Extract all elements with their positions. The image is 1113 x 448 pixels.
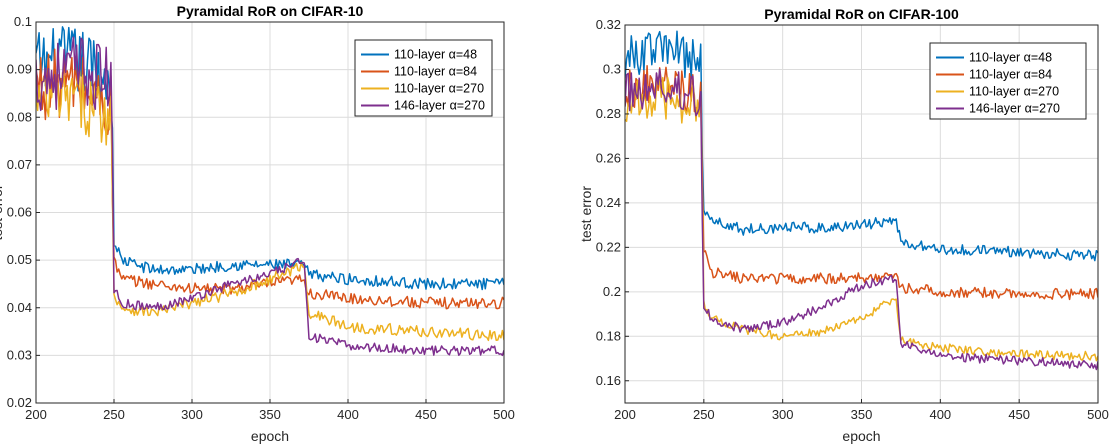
y-tick-label: 0.07 bbox=[7, 157, 32, 172]
y-tick-label: 0.02 bbox=[7, 395, 32, 410]
x-tick-label: 450 bbox=[415, 407, 437, 422]
y-tick-label: 0.26 bbox=[596, 150, 621, 165]
x-tick-label: 450 bbox=[1008, 407, 1030, 422]
x-axis-label: epoch bbox=[251, 428, 289, 444]
y-tick-label: 0.06 bbox=[7, 205, 32, 220]
legend: 110-layer α=48 110-layer α=84 110-layer α=… bbox=[930, 43, 1086, 119]
y-tick-label: 0.05 bbox=[7, 252, 32, 267]
chart-1: 200 250 300 350 400 450 5000.020.030.040.050.0… bbox=[0, 3, 515, 444]
chart-title: Pyramidal RoR on CIFAR-10 bbox=[177, 3, 364, 19]
x-tick-label: 350 bbox=[259, 407, 281, 422]
x-tick-label: 400 bbox=[337, 407, 359, 422]
y-axis-label: test error bbox=[0, 184, 5, 240]
chart-title: Pyramidal RoR on CIFAR-100 bbox=[764, 6, 959, 22]
legend-entry: 146-layer α=270 bbox=[394, 99, 485, 113]
y-tick-label: 0.08 bbox=[7, 109, 32, 124]
legend-entry: 110-layer α=48 bbox=[394, 48, 477, 62]
legend-entry: 110-layer α=84 bbox=[394, 65, 477, 79]
y-tick-label: 0.16 bbox=[596, 373, 621, 388]
x-tick-label: 300 bbox=[181, 407, 203, 422]
x-tick-label: 500 bbox=[1087, 407, 1109, 422]
y-tick-label: 0.03 bbox=[7, 347, 32, 362]
y-tick-label: 0.1 bbox=[14, 14, 32, 29]
y-tick-label: 0.18 bbox=[596, 328, 621, 343]
y-tick-label: 0.09 bbox=[7, 62, 32, 77]
legend-entry: 110-layer α=48 bbox=[969, 51, 1052, 65]
legend-entry: 110-layer α=84 bbox=[969, 68, 1052, 82]
legend: 110-layer α=48 110-layer α=84 110-layer α=… bbox=[355, 40, 492, 116]
y-axis-label: test error bbox=[578, 186, 594, 242]
x-tick-label: 400 bbox=[929, 407, 951, 422]
x-tick-label: 300 bbox=[772, 407, 794, 422]
x-tick-label: 350 bbox=[851, 407, 873, 422]
y-tick-label: 0.3 bbox=[603, 61, 621, 76]
y-tick-label: 0.28 bbox=[596, 106, 621, 121]
legend-entry: 110-layer α=270 bbox=[394, 82, 484, 96]
x-tick-label: 500 bbox=[493, 407, 515, 422]
chart-2: 200 250 300 350 400 450 500 0.16 0.18 0.2 0.22 0.24… bbox=[578, 6, 1109, 444]
y-tick-label: 0.2 bbox=[603, 284, 621, 299]
x-tick-label: 250 bbox=[693, 407, 715, 422]
y-tick-label: 0.24 bbox=[596, 195, 621, 210]
legend-entry: 146-layer α=270 bbox=[969, 102, 1060, 116]
x-tick-label: 250 bbox=[103, 407, 125, 422]
legend-entry: 110-layer α=270 bbox=[969, 85, 1059, 99]
y-tick-label: 0.22 bbox=[596, 239, 621, 254]
y-tick-label: 0.32 bbox=[596, 17, 621, 32]
x-axis-label: epoch bbox=[842, 428, 880, 444]
y-tick-label: 0.04 bbox=[7, 300, 32, 315]
x-tick-label: 200 bbox=[614, 407, 636, 422]
